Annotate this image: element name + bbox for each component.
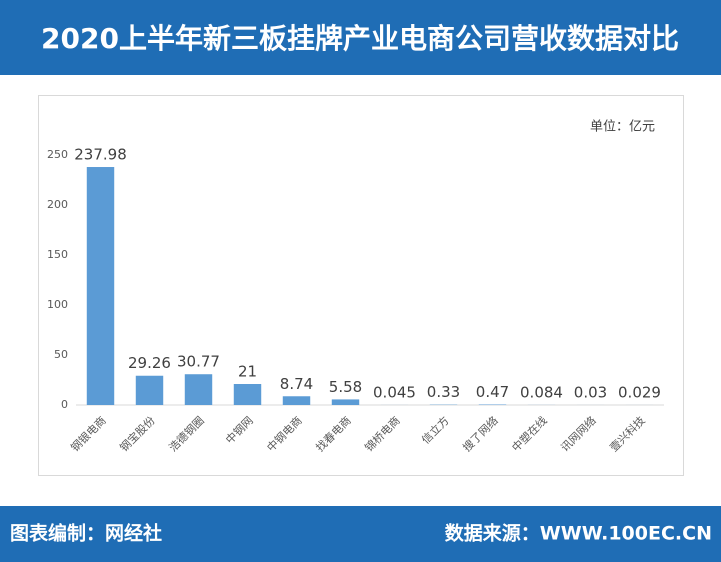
y-tick-label: 0 bbox=[61, 398, 68, 411]
chart-title: 2020上半年新三板挂牌产业电商公司营收数据对比 bbox=[41, 22, 679, 55]
value-label: 30.77 bbox=[177, 353, 220, 371]
x-tick-label: 找春电商 bbox=[313, 413, 354, 454]
value-label: 237.98 bbox=[74, 146, 127, 164]
x-tick-label: 壹兴科技 bbox=[607, 413, 648, 454]
value-label: 0.33 bbox=[427, 383, 460, 401]
x-tick-label: 锦桥电商 bbox=[362, 413, 403, 454]
x-tick-label: 讯网网络 bbox=[558, 413, 599, 454]
y-tick-label: 100 bbox=[47, 298, 68, 311]
value-label: 8.74 bbox=[280, 375, 313, 393]
value-label: 0.045 bbox=[373, 383, 416, 401]
footer-bar bbox=[0, 506, 721, 562]
y-tick-label: 200 bbox=[47, 198, 68, 211]
bar bbox=[184, 374, 213, 405]
x-tick-label: 钢银电商 bbox=[68, 413, 109, 454]
x-tick-label: 中钢网 bbox=[223, 414, 256, 447]
x-tick-label: 中钢电商 bbox=[264, 413, 305, 454]
bar bbox=[135, 375, 164, 405]
x-tick-label: 信立方 bbox=[419, 413, 452, 446]
bar bbox=[233, 384, 262, 405]
footer-left: 图表编制：网经社 bbox=[10, 522, 162, 545]
bar bbox=[331, 399, 360, 405]
y-tick-label: 150 bbox=[47, 248, 68, 261]
y-tick-label: 250 bbox=[47, 148, 68, 161]
value-label: 0.03 bbox=[574, 383, 607, 401]
x-tick-label: 搜了网络 bbox=[460, 413, 501, 454]
bar bbox=[282, 396, 311, 405]
header-bar bbox=[0, 0, 721, 75]
x-tick-label: 中塑在线 bbox=[509, 413, 550, 454]
value-label: 29.26 bbox=[128, 354, 171, 372]
value-label: 0.029 bbox=[618, 383, 661, 401]
value-label: 21 bbox=[238, 363, 257, 381]
value-label: 5.58 bbox=[329, 378, 362, 396]
footer-right: 数据来源：WWW.100EC.CN bbox=[445, 522, 712, 545]
x-tick-label: 浩德钢圈 bbox=[166, 413, 207, 454]
chart-frame bbox=[38, 95, 684, 476]
bar bbox=[86, 167, 115, 405]
value-label: 0.084 bbox=[520, 383, 563, 401]
y-tick-label: 50 bbox=[54, 348, 68, 361]
unit-label: 单位：亿元 bbox=[590, 120, 655, 135]
value-label: 0.47 bbox=[476, 383, 509, 401]
x-tick-label: 钢宝股份 bbox=[117, 413, 158, 454]
